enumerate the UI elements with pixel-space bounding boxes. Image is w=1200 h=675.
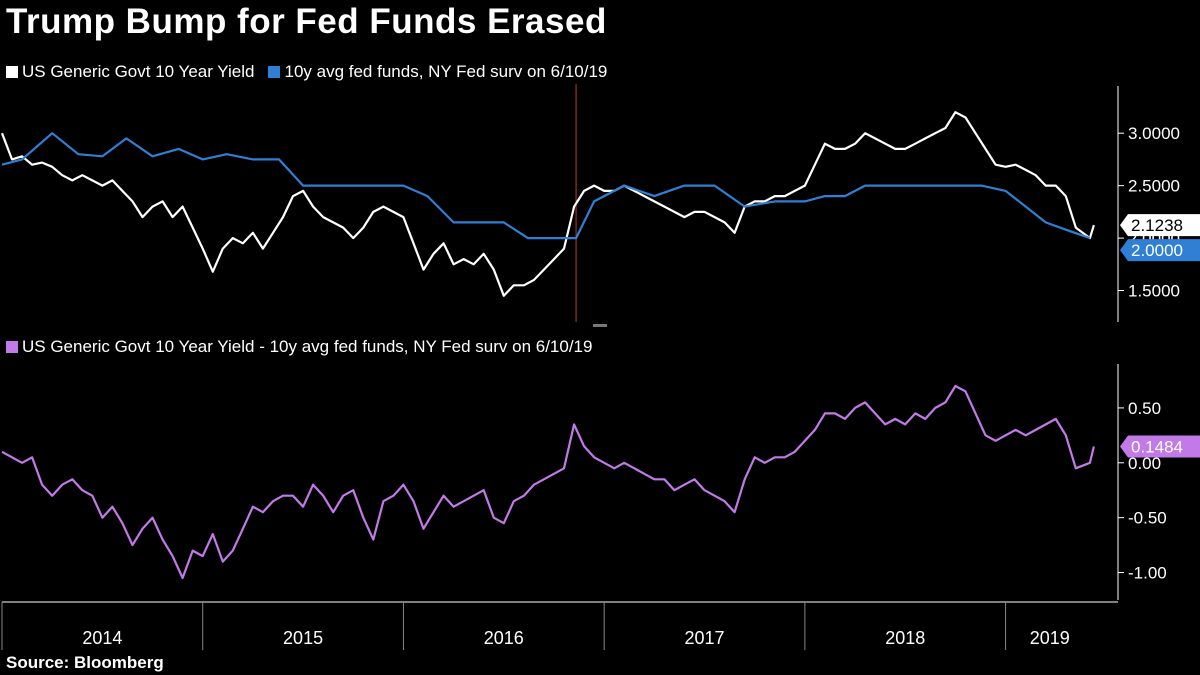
- series-line-fed-funds: [1, 132, 1091, 240]
- series-line-spread: [1, 384, 1095, 580]
- last-value-tag: 2.0000: [1120, 239, 1200, 262]
- legend-item-yield: US Generic Govt 10 Year Yield: [6, 62, 254, 82]
- legend-item-spread: US Generic Govt 10 Year Yield - 10y avg …: [6, 337, 592, 357]
- y-tick-label: -1.00: [1128, 564, 1167, 583]
- chart-title: Trump Bump for Fed Funds Erased: [6, 2, 607, 41]
- legend-label-yield: US Generic Govt 10 Year Yield: [22, 62, 255, 81]
- y-tick-label: -0.50: [1128, 509, 1167, 528]
- legend-label-spread: US Generic Govt 10 Year Yield - 10y avg …: [22, 337, 593, 356]
- last-value-tag-bg: [1120, 435, 1200, 458]
- y-tick-label: 0.00: [1128, 454, 1161, 473]
- panel-resize-handle: [593, 324, 607, 327]
- last-value-tag: 2.1238: [1120, 214, 1200, 237]
- legend-label-fed-funds: 10y avg fed funds, NY Fed surv on 6/10/1…: [284, 62, 608, 81]
- last-value-tag-bg: [1120, 214, 1200, 237]
- y-tick-label: 1.5000: [1128, 282, 1180, 301]
- x-tick-label: 2016: [484, 628, 524, 648]
- last-value-label: 2.0000: [1131, 241, 1183, 260]
- y-tick-label: 2.5000: [1128, 177, 1180, 196]
- source-note: Source: Bloomberg: [6, 653, 164, 672]
- legend-swatch-spread: [6, 341, 18, 353]
- x-tick-label: 2015: [283, 628, 323, 648]
- last-value-tag-bg: [1120, 239, 1200, 262]
- last-value-label: 2.1238: [1131, 216, 1183, 235]
- x-tick-label: 2014: [82, 628, 122, 648]
- last-value-tag: 0.1484: [1120, 435, 1200, 458]
- last-value-label: 0.1484: [1131, 438, 1183, 457]
- legend-swatch-yield: [6, 66, 18, 78]
- series-line-yield: [0, 111, 1095, 297]
- x-tick-label: 2019: [1030, 628, 1070, 648]
- legend-item-fed-funds: 10y avg fed funds, NY Fed surv on 6/10/1…: [268, 62, 607, 82]
- legend-swatch-fed-funds: [268, 66, 281, 78]
- x-tick-label: 2018: [885, 628, 925, 648]
- x-tick-label: 2017: [684, 628, 724, 648]
- y-tick-label: 3.0000: [1128, 124, 1180, 143]
- y-tick-label: 0.50: [1128, 399, 1161, 418]
- top-legend: US Generic Govt 10 Year Yield 10y avg fe…: [6, 62, 621, 82]
- bottom-legend: US Generic Govt 10 Year Yield - 10y avg …: [6, 337, 606, 357]
